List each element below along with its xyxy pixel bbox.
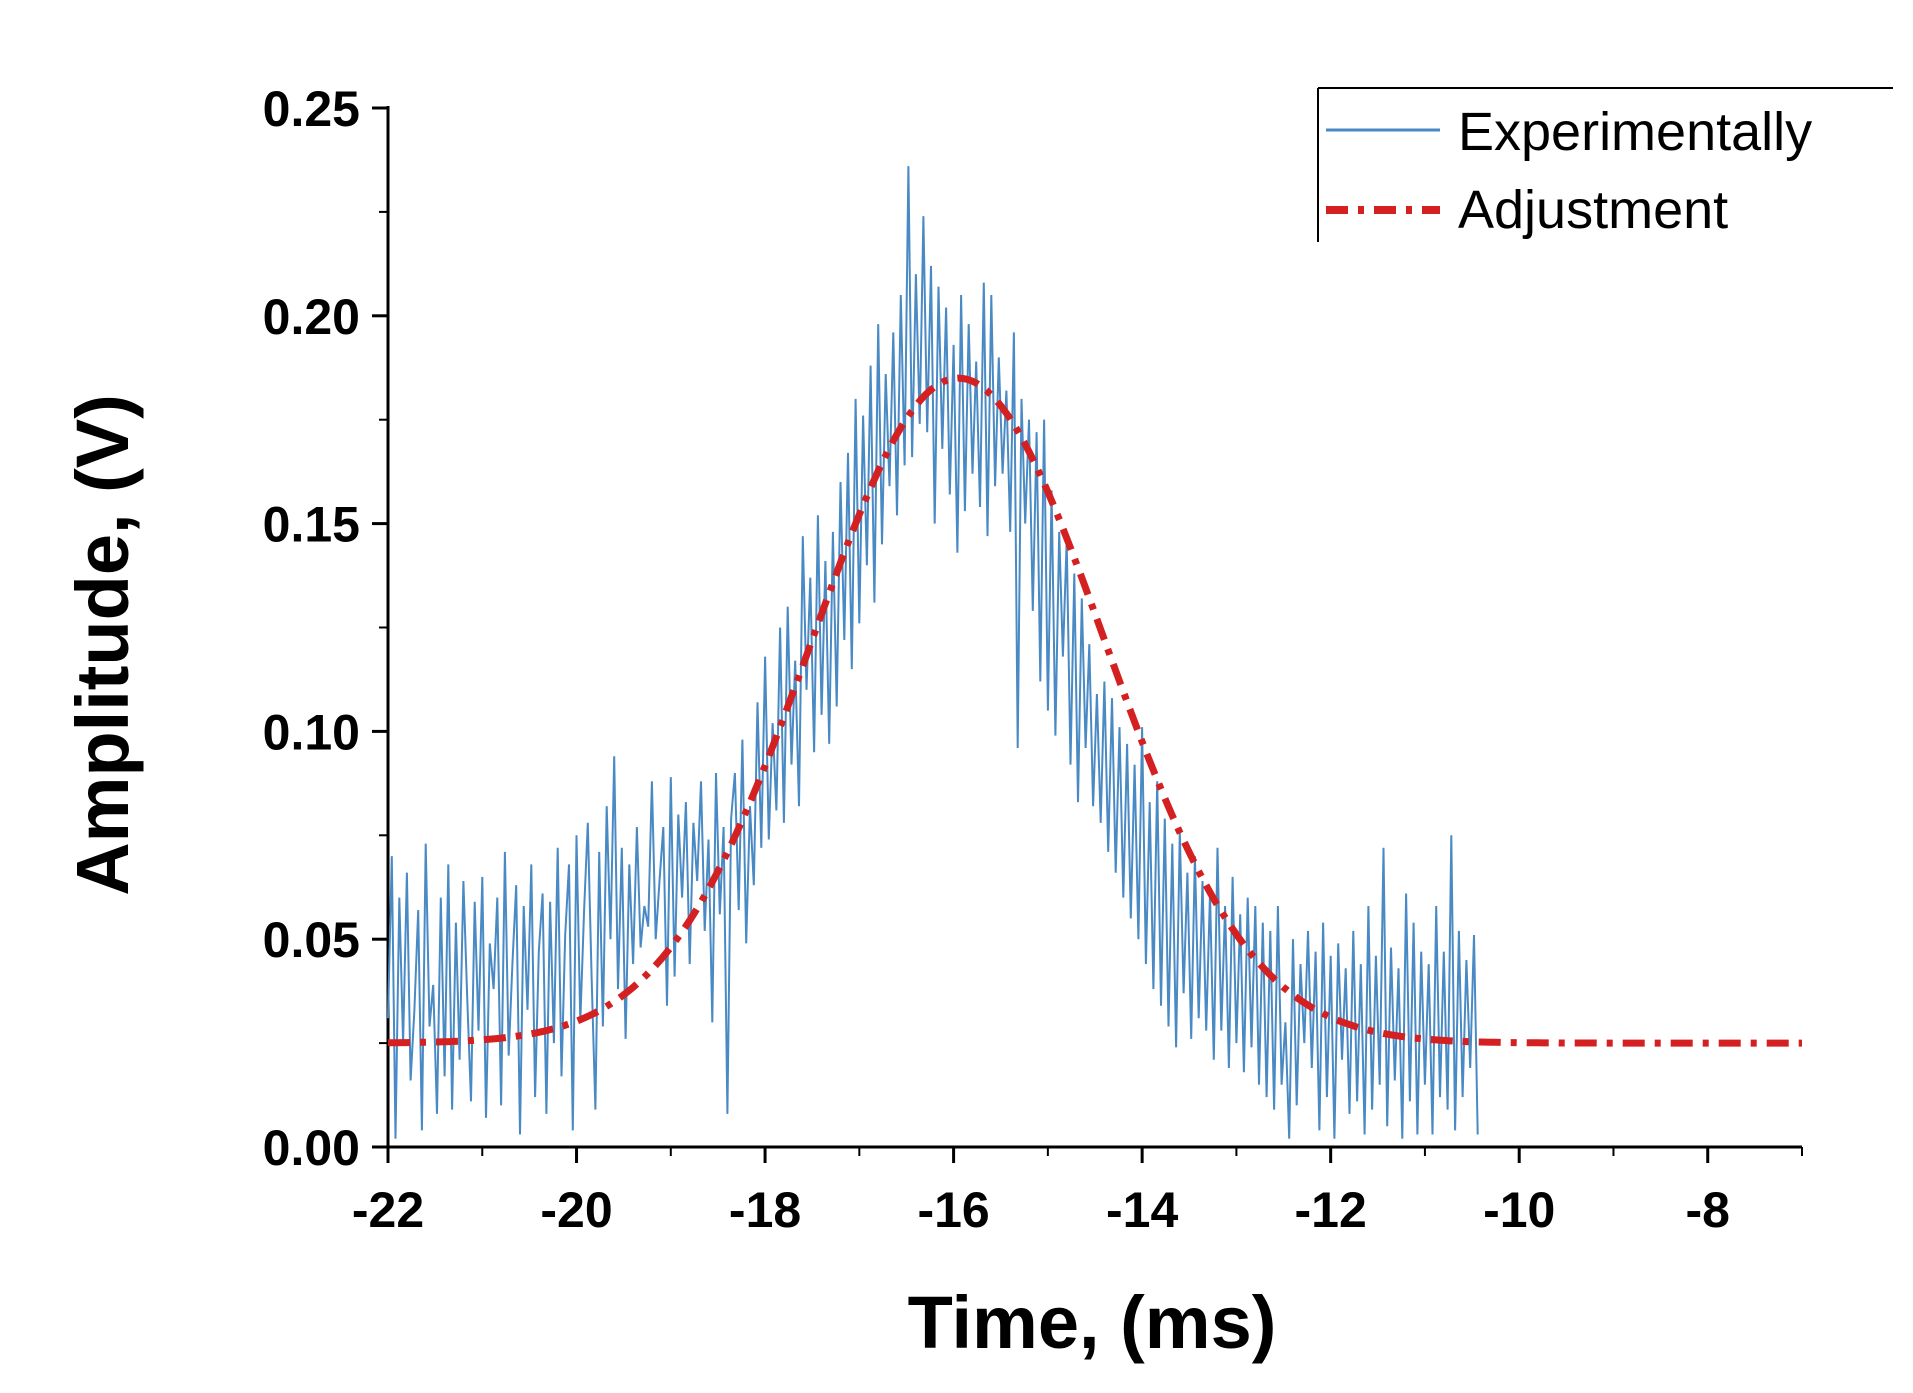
x-tick-label: -12 [1295,1182,1367,1238]
y-tick-label: 0.20 [263,289,360,345]
series-adjustment [387,374,1802,1047]
x-axis-title: Time, (ms) [908,1281,1277,1364]
legend-label-adjustment: Adjustment [1458,180,1728,240]
x-tick-label: -8 [1685,1182,1729,1238]
y-tick-label: 0.00 [263,1120,360,1176]
legend-label-experimentally: Experimentally [1458,102,1812,162]
x-tick-label: -18 [729,1182,801,1238]
x-tick-labels: -22 -20 -18 -16 -14 -12 -10 -8 [352,1182,1730,1238]
x-tick-label: -16 [917,1182,989,1238]
y-tick-label: 0.25 [263,81,360,137]
y-tick-labels: 0.00 0.05 0.10 0.15 0.20 0.25 [263,81,360,1176]
legend: Experimentally Adjustment [1317,87,1893,242]
x-tick-label: -22 [352,1182,424,1238]
y-tick-label: 0.15 [263,497,360,553]
series-experimentally [387,166,1479,1139]
y-tick-label: 0.05 [263,912,360,968]
plot-series [387,166,1802,1139]
y-axis-title: Amplitude, (V) [61,394,144,896]
y-tick-label: 0.10 [263,704,360,760]
x-tick-label: -10 [1483,1182,1555,1238]
x-tick-label: -14 [1106,1182,1178,1238]
axes [372,106,1803,1163]
x-tick-label: -20 [540,1182,612,1238]
